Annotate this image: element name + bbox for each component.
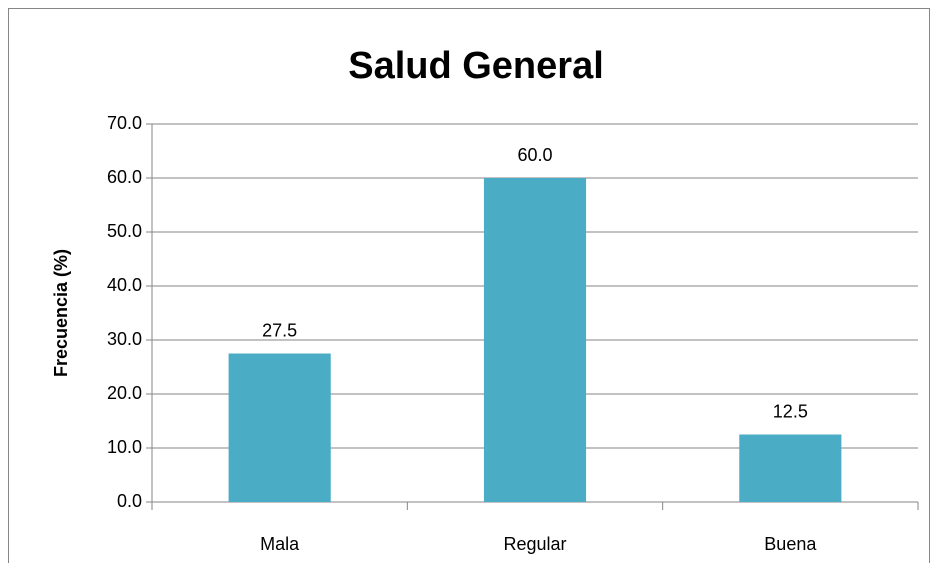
y-tick-label: 60.0 [107, 167, 142, 187]
x-tick-label: Buena [764, 534, 817, 554]
data-label: 60.0 [517, 145, 552, 165]
y-tick-label: 30.0 [107, 329, 142, 349]
bar [228, 353, 331, 502]
y-tick-label: 70.0 [107, 113, 142, 133]
y-axis-label: Frecuencia (%) [51, 249, 71, 377]
x-tick-label: Mala [260, 534, 300, 554]
data-label: 27.5 [262, 320, 297, 340]
y-tick-label: 40.0 [107, 275, 142, 295]
x-tick-label: Regular [503, 534, 566, 554]
y-tick-label: 0.0 [117, 491, 142, 511]
y-tick-label: 10.0 [107, 437, 142, 457]
chart-title: Salud General [348, 45, 604, 87]
data-label: 12.5 [773, 401, 808, 421]
bar [483, 178, 587, 502]
y-tick-label: 20.0 [107, 383, 142, 403]
bar [739, 434, 842, 502]
y-tick-label: 50.0 [107, 221, 142, 241]
